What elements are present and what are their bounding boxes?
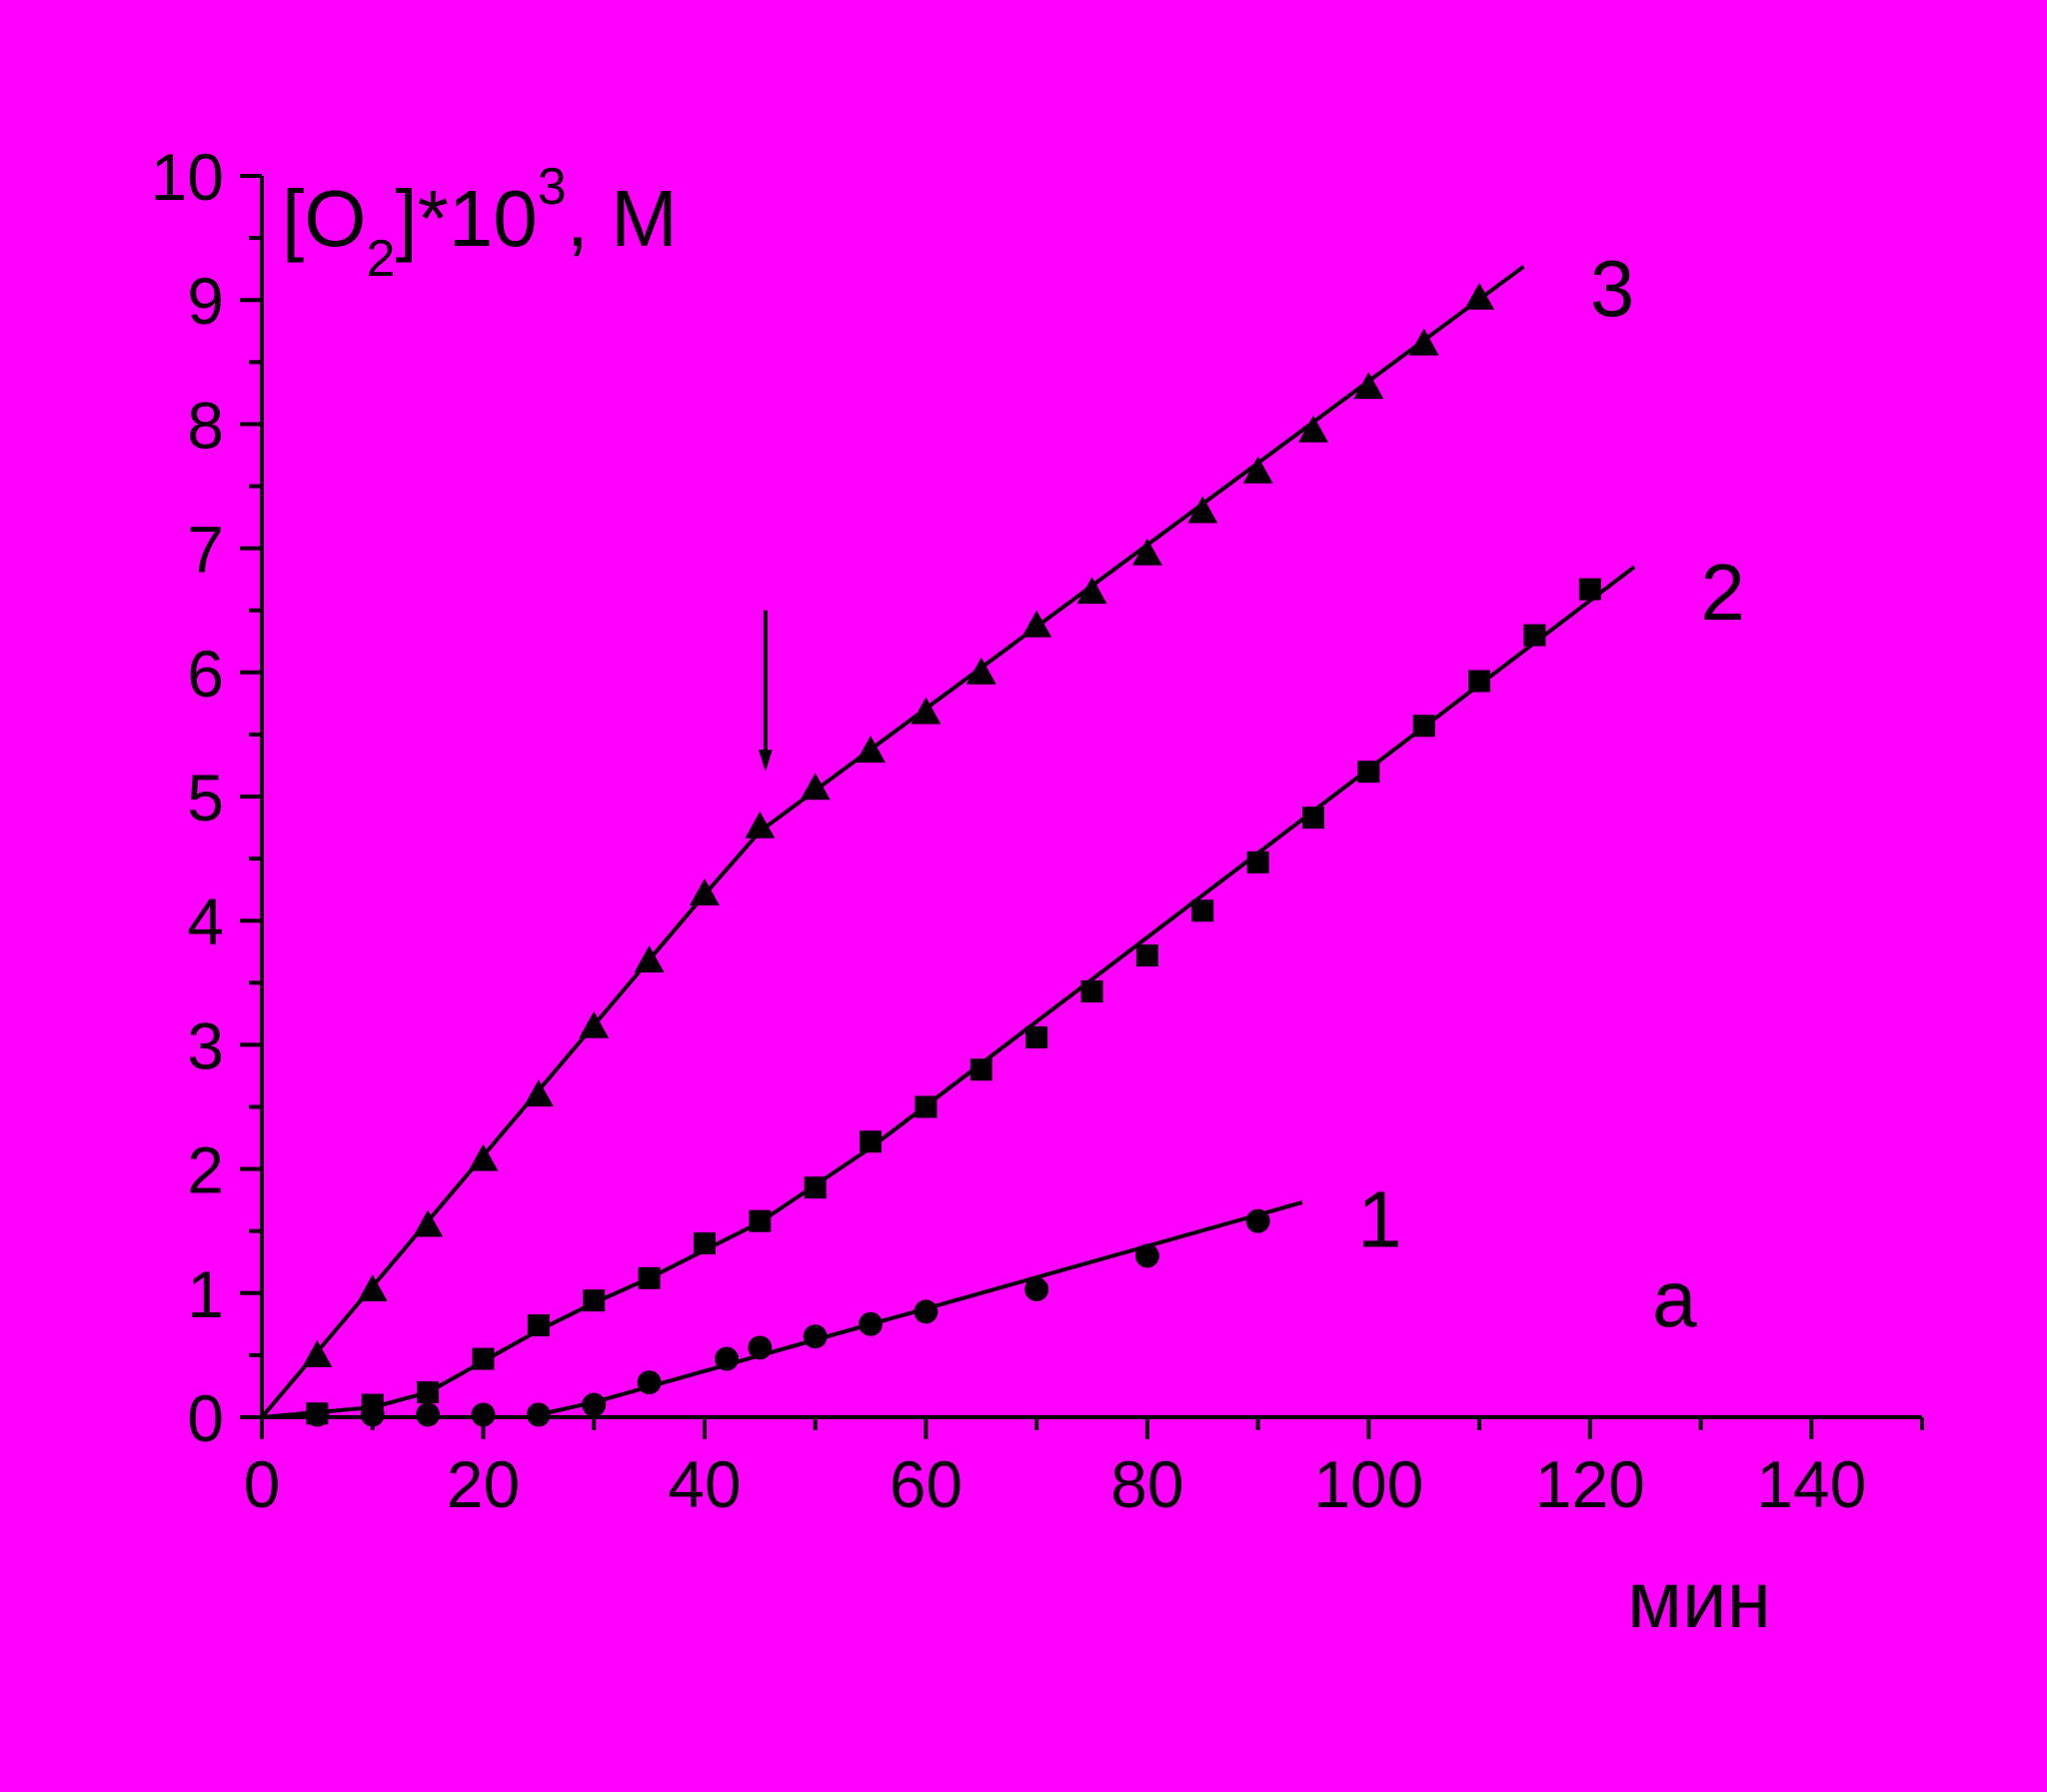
- y-axis-title-sub: 2: [366, 230, 395, 288]
- y-tick-label: 3: [187, 1008, 224, 1082]
- y-tick-label: 8: [187, 388, 224, 462]
- point-series-3: [302, 1339, 333, 1367]
- point-series-3: [689, 878, 720, 905]
- x-tick-label: 140: [1756, 1447, 1866, 1521]
- x-tick-label: 60: [890, 1447, 963, 1521]
- point-series-1: [715, 1346, 740, 1371]
- tick-labels: 0 20 40 60 80 100 120 140 0 1 2 3 4 5 6 7 8 9 10: [151, 140, 1867, 1521]
- y-tick-label: 1: [187, 1257, 224, 1331]
- point-series-2: [1468, 670, 1491, 693]
- y-tick-label: 10: [151, 140, 224, 214]
- point-series-3: [1187, 496, 1218, 524]
- point-series-2: [1191, 899, 1214, 922]
- point-series-1: [914, 1299, 939, 1324]
- y-axis-title-post: , M: [567, 174, 678, 263]
- point-series-2: [1135, 943, 1158, 966]
- point-series-2: [472, 1347, 495, 1370]
- point-series-2: [638, 1266, 661, 1289]
- y-tick-label: 2: [187, 1133, 224, 1207]
- arrow-head: [758, 750, 773, 773]
- point-series-1: [748, 1335, 773, 1360]
- point-series-2: [804, 1176, 827, 1199]
- y-tick-label: 7: [187, 513, 224, 587]
- point-series-3: [1131, 538, 1162, 566]
- x-tick-label: 120: [1535, 1447, 1645, 1521]
- point-series-2: [361, 1393, 384, 1416]
- point-series-2: [527, 1314, 550, 1337]
- point-series-3: [1076, 577, 1107, 605]
- point-series-1: [582, 1392, 607, 1417]
- point-series-2: [583, 1289, 606, 1312]
- y-tick-label: 4: [187, 885, 224, 958]
- x-tick-label: 80: [1110, 1447, 1183, 1521]
- point-series-2: [306, 1402, 329, 1425]
- point-series-2: [1523, 624, 1546, 647]
- point-series-2: [693, 1232, 716, 1255]
- x-tick-label: 20: [447, 1447, 520, 1521]
- point-series-3: [523, 1079, 554, 1107]
- point-series-1: [416, 1402, 441, 1427]
- curve-labels: 1 2 3: [1357, 244, 1745, 1264]
- point-series-3: [1022, 610, 1052, 638]
- point-series-2: [1301, 807, 1324, 830]
- point-series-1: [859, 1311, 884, 1336]
- point-series-1: [803, 1324, 828, 1349]
- point-series-3: [745, 811, 776, 839]
- x-tick-label: 0: [244, 1447, 281, 1521]
- y-tick-label: 9: [187, 264, 224, 338]
- point-series-3: [1408, 328, 1439, 356]
- y-axis-title-pre: [O: [282, 174, 366, 263]
- curve-label-2: 2: [1700, 548, 1745, 637]
- point-series-3: [1464, 282, 1495, 310]
- point-series-2: [1025, 1025, 1048, 1048]
- point-series-2: [1578, 578, 1601, 601]
- y-tick-label: 5: [187, 761, 224, 835]
- point-series-1: [1245, 1208, 1270, 1233]
- point-series-1: [1134, 1243, 1159, 1268]
- point-series-1: [526, 1402, 551, 1427]
- point-series-3: [1242, 456, 1273, 484]
- point-series-3: [856, 736, 887, 764]
- x-tick-label: 40: [668, 1447, 741, 1521]
- y-axis-title: [O2]*103, M: [282, 158, 678, 288]
- point-series-3: [1353, 372, 1384, 400]
- annotation-arrow: [758, 610, 773, 773]
- point-series-3: [357, 1274, 388, 1302]
- y-axis-title-sup: 3: [538, 158, 567, 216]
- point-series-2: [417, 1381, 440, 1404]
- panel-label: а: [1652, 1254, 1697, 1343]
- point-series-3: [966, 657, 997, 685]
- point-series-2: [1080, 979, 1103, 1002]
- point-series-2: [749, 1209, 772, 1232]
- point-series-2: [860, 1130, 883, 1153]
- point-series-2: [1246, 851, 1269, 874]
- curve-label-3: 3: [1590, 244, 1635, 333]
- point-series-3: [413, 1209, 444, 1237]
- point-series-3: [579, 1010, 610, 1038]
- data-markers: [302, 282, 1601, 1427]
- y-tick-label: 0: [187, 1381, 224, 1455]
- point-series-1: [637, 1370, 662, 1395]
- y-tick-label: 6: [187, 637, 224, 711]
- ticks: [240, 174, 1924, 1439]
- x-axis-title: мин: [1627, 1555, 1771, 1644]
- point-series-3: [911, 697, 942, 725]
- point-series-1: [1024, 1277, 1049, 1302]
- point-series-1: [471, 1402, 496, 1427]
- point-series-2: [1357, 761, 1380, 784]
- point-series-3: [634, 944, 665, 972]
- point-series-3: [1297, 415, 1328, 443]
- point-series-3: [800, 773, 831, 801]
- point-series-2: [970, 1058, 993, 1081]
- curve-label-1: 1: [1357, 1174, 1402, 1263]
- y-axis-title-mid: ]*10: [395, 174, 537, 263]
- point-series-2: [915, 1095, 938, 1118]
- x-tick-label: 100: [1313, 1447, 1423, 1521]
- point-series-2: [1412, 715, 1435, 738]
- point-series-3: [468, 1143, 499, 1171]
